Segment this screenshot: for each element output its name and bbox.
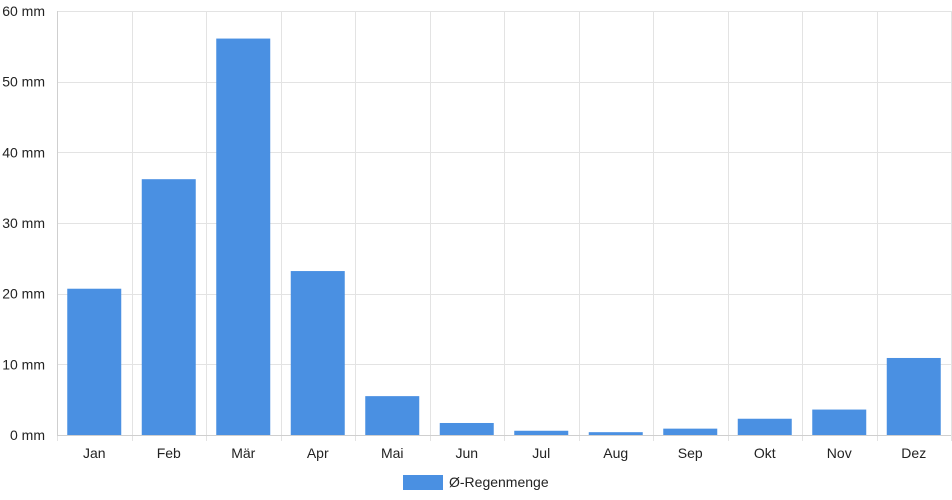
x-axis-ticks: Jan Feb Mär Apr Mai Jun Jul Aug Sep Okt Nov Dez <box>83 445 926 461</box>
bar-jul[interactable] <box>514 430 569 435</box>
y-tick-label: 20 mm <box>2 286 45 302</box>
y-tick-label: 60 mm <box>2 3 45 19</box>
bar-okt[interactable] <box>737 418 792 435</box>
y-axis-ticks: 0 mm 10 mm 20 mm 30 mm 40 mm 50 mm 60 mm <box>2 3 45 443</box>
x-tick-label: Apr <box>307 445 329 461</box>
bar-mär[interactable] <box>216 38 271 436</box>
x-tick-label: Aug <box>603 445 628 461</box>
bar-nov[interactable] <box>812 409 867 435</box>
bar-sep[interactable] <box>663 428 718 435</box>
x-tick-label: Jun <box>455 445 478 461</box>
bar-aug[interactable] <box>588 432 643 435</box>
y-tick-label: 50 mm <box>2 74 45 90</box>
y-tick-label: 40 mm <box>2 144 45 160</box>
bars <box>67 38 941 436</box>
bar-feb[interactable] <box>141 179 196 435</box>
legend-swatch <box>403 475 443 490</box>
grid-lines <box>57 11 952 441</box>
x-tick-label: Nov <box>827 445 852 461</box>
bar-mai[interactable] <box>365 396 420 435</box>
x-tick-label: Dez <box>901 445 926 461</box>
bar-jun[interactable] <box>439 422 494 435</box>
x-tick-label: Mär <box>231 445 255 461</box>
legend-label: Ø-Regenmenge <box>449 474 549 490</box>
x-tick-label: Sep <box>678 445 703 461</box>
bar-dez[interactable] <box>886 357 941 435</box>
bar-jan[interactable] <box>67 288 122 435</box>
y-tick-label: 30 mm <box>2 215 45 231</box>
y-tick-label: 10 mm <box>2 356 45 372</box>
bar-apr[interactable] <box>290 271 345 435</box>
x-tick-label: Mai <box>381 445 404 461</box>
legend[interactable]: Ø-Regenmenge <box>403 474 549 490</box>
x-tick-label: Jan <box>83 445 106 461</box>
x-tick-label: Jul <box>532 445 550 461</box>
x-tick-label: Feb <box>157 445 181 461</box>
x-tick-label: Okt <box>754 445 776 461</box>
y-tick-label: 0 mm <box>10 427 45 443</box>
